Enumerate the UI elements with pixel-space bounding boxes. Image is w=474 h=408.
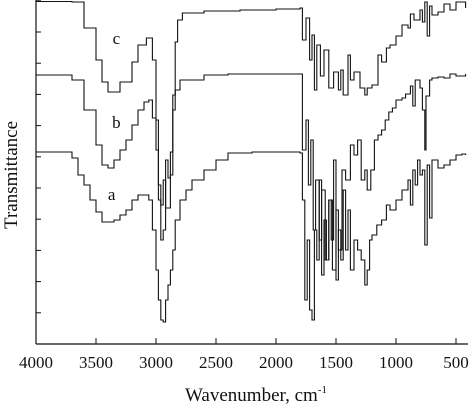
x-tick-label: 3500 bbox=[79, 353, 113, 372]
y-axis-title: Transmittance bbox=[1, 121, 22, 229]
curve-labels: c b a bbox=[108, 29, 121, 204]
x-tick-label: 3000 bbox=[139, 353, 173, 372]
x-axis-ticks bbox=[35, 338, 457, 344]
x-axis-title-superscript: -1 bbox=[318, 384, 327, 396]
y-axis-ticks bbox=[36, 0, 41, 345]
series-line-b bbox=[36, 73, 467, 271]
curve-label-c: c bbox=[113, 29, 121, 48]
x-tick-label: 1500 bbox=[319, 353, 353, 372]
x-tick-label: 2000 bbox=[259, 353, 293, 372]
x-tick-label: 500 bbox=[443, 353, 469, 372]
curve-label-b: b bbox=[112, 113, 121, 132]
x-tick-label: 2500 bbox=[199, 353, 233, 372]
series-line-c bbox=[36, 0, 467, 209]
x-axis-title-main: Wavenumber, cm bbox=[185, 385, 318, 406]
spectra-series bbox=[36, 0, 467, 323]
curve-label-a: a bbox=[108, 185, 116, 204]
x-tick-label: 1000 bbox=[379, 353, 413, 372]
plot-frame bbox=[35, 0, 468, 345]
x-tick-label: 4000 bbox=[19, 353, 53, 372]
x-axis-tick-labels: 4000 3500 3000 2500 2000 1500 1000 500 bbox=[19, 353, 469, 372]
series-line-a bbox=[36, 151, 467, 323]
x-axis-title: Wavenumber, cm-1 bbox=[185, 384, 327, 406]
